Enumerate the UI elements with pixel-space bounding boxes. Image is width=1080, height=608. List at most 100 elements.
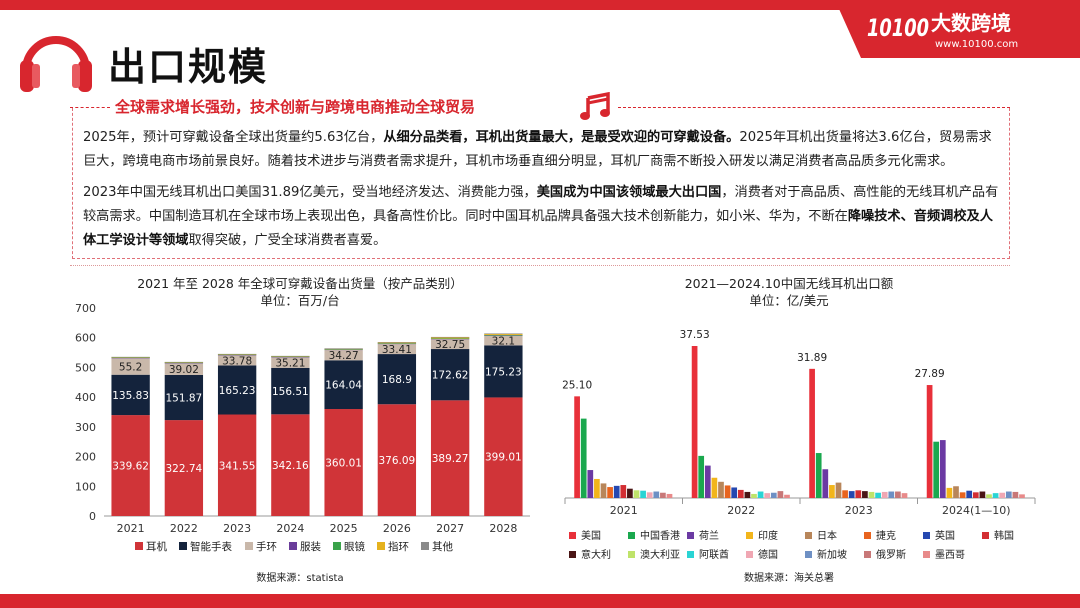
chart2-legend-label: 印度 (758, 529, 778, 542)
chart1-bar-segment (111, 374, 150, 416)
chart2-legend-swatch (569, 551, 576, 558)
chart1-bar-segment (324, 348, 363, 349)
chart2-bar (646, 492, 653, 498)
chart2-legend-swatch (687, 532, 694, 539)
chart2-bar (731, 487, 738, 498)
chart1-bar-segment (377, 404, 417, 516)
chart1-data-label: 389.27 (432, 453, 469, 465)
subtitle-banner: 全球需求增长强劲，技术创新与跨境电商推动全球贸易 (70, 92, 1010, 120)
chart1-y-tick-label: 0 (89, 510, 96, 523)
chart1-bar-segment (324, 350, 363, 361)
chart2-legend-label: 中国香港 (640, 529, 680, 542)
chart1-data-label: 156.51 (272, 386, 309, 398)
chart2-x-tick-label: 2021 (610, 504, 638, 517)
chart2-legend-label: 荷兰 (699, 529, 719, 542)
chart2-legend-label: 新加坡 (817, 548, 847, 561)
chart1-subtitle: 单位：百万/台 (260, 293, 339, 308)
chart1-bar-segment (111, 358, 150, 375)
subtitle-dash-right (618, 107, 1010, 108)
chart2-x-tick-label: 2023 (845, 504, 873, 517)
chart2-legend-label: 俄罗斯 (876, 548, 906, 561)
chart1-x-tick-label: 2024 (276, 522, 304, 535)
chart1-bar-segment (377, 344, 417, 355)
chart2-bar (992, 493, 999, 498)
chart1-bar-segment (484, 333, 523, 335)
chart1-bar-segment (430, 337, 470, 339)
chart2-bar (862, 491, 868, 498)
chart1-bar-segment (484, 333, 523, 335)
chart2-legend-swatch (864, 551, 871, 558)
chart1-data-label: 33.41 (382, 344, 412, 356)
chart2-bar (698, 455, 705, 498)
chart2-bar (1005, 491, 1012, 498)
chart1-legend-label: 手环 (256, 540, 277, 553)
chart2-bar (815, 453, 822, 498)
chart2-title: 2021—2024.10中国无线耳机出口额 (685, 276, 894, 291)
chart2-bar (770, 492, 777, 498)
chart1-bar-segment (430, 339, 470, 350)
chart2-bar (881, 491, 888, 498)
chart1-x-tick-label: 2023 (223, 522, 251, 535)
chart1-bar-segment (324, 349, 363, 350)
chart2-legend-label: 阿联酋 (699, 548, 729, 561)
chart1-y-tick-label: 100 (75, 480, 96, 493)
chart1-bar-segment (484, 397, 523, 516)
chart2-bar (848, 491, 855, 498)
chart2-bar (737, 489, 744, 498)
subtitle-text: 全球需求增长强劲，技术创新与跨境电商推动全球贸易 (115, 98, 476, 116)
chart2-bar (718, 481, 724, 498)
chart2-bar (600, 483, 607, 498)
intro-segment: 2023年中国无线耳机出口美国31.89亿美元，受当地经济发达、消费能力强， (83, 185, 537, 200)
chart2-bar (842, 490, 848, 498)
chart1-bar-segment (271, 355, 310, 357)
chart2-legend-swatch (923, 551, 930, 558)
chart2-bar (764, 493, 771, 498)
chart1-bar-segment (484, 345, 523, 398)
chart2-data-label: 37.53 (680, 329, 710, 341)
chart2-bar (966, 490, 973, 498)
intro-segment: 从细分品类看，耳机出货量最大，是最受欢迎的可穿戴设备。 (383, 130, 740, 145)
chart2-bar (875, 492, 881, 498)
chart2-bar (633, 490, 640, 498)
chart1-data-label: 39.02 (169, 364, 199, 376)
chart2-bar (999, 492, 1006, 498)
chart2-bar (895, 491, 901, 498)
chart1-bar-segment (430, 338, 470, 340)
chart1-y-tick-label: 200 (75, 451, 96, 464)
chart1-bar-segment (164, 374, 204, 421)
chart1-bar-segment (271, 357, 310, 368)
chart2-bar (868, 491, 875, 498)
chart1-y-tick-label: 400 (75, 391, 96, 404)
chart1-legend-label: 其他 (432, 540, 453, 553)
bottom-accent-bar (0, 594, 1080, 608)
chart2-bar (751, 493, 757, 498)
chart1-data-label: 322.74 (166, 463, 203, 475)
chart1-data-label: 172.62 (432, 370, 469, 382)
chart1-bar-segment (217, 365, 257, 415)
chart2-legend-swatch (864, 532, 871, 539)
chart1-legend-label: 眼镜 (344, 540, 365, 553)
chart1-data-label: 168.9 (382, 374, 412, 386)
chart2-bar (946, 487, 953, 498)
intro-segment: 2025年耳机出货量将达3.6亿台，贸易需求巨大，跨境电商市场前景良好。随着技术… (83, 130, 992, 169)
chart1-y-tick-label: 500 (75, 361, 96, 374)
chart2-bar (933, 441, 940, 498)
chart1-legend-swatch (245, 542, 253, 550)
chart1-data-label: 32.75 (435, 339, 465, 351)
chart2-bar (653, 491, 660, 498)
chart2-bar (666, 493, 673, 498)
chart2-bar (607, 487, 613, 498)
chart1-bar-segment (377, 342, 417, 343)
chart1-data-label: 151.87 (166, 393, 203, 405)
top-accent-bar (0, 0, 1080, 10)
chart2-bar (724, 485, 731, 498)
chart1-legend-label: 服装 (300, 540, 321, 553)
chart2-bar (757, 491, 764, 498)
page-title: 出口规模 (108, 45, 269, 89)
chart1-bar-segment (484, 335, 523, 346)
chart2-bar (704, 465, 711, 498)
intro-segment: 取得突破，广受全球消费者喜爱。 (188, 233, 387, 248)
chart1-bar-segment (271, 414, 310, 516)
chart2-legend-label: 意大利 (581, 548, 611, 561)
chart2-legend-swatch (805, 551, 812, 558)
